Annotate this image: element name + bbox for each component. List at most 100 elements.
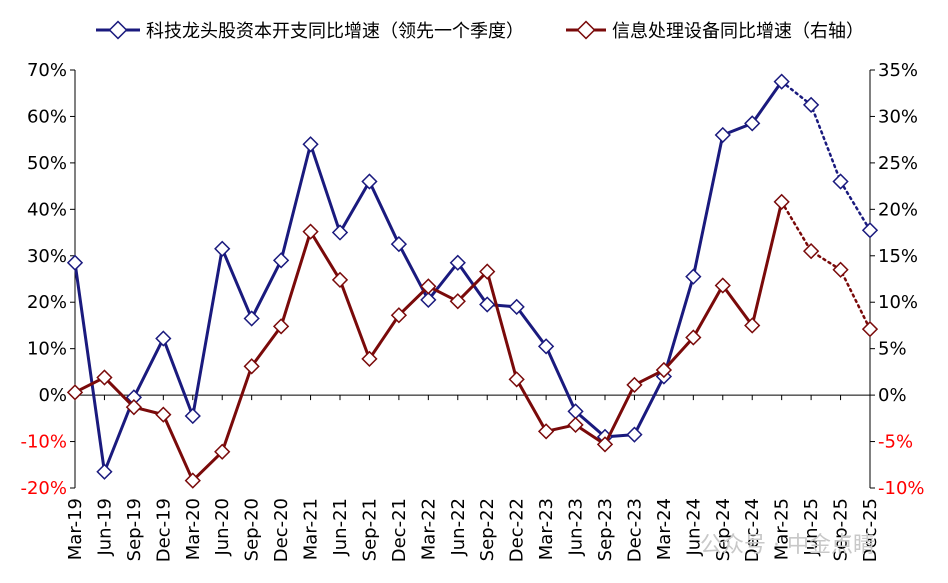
data-point-marker	[184, 472, 201, 489]
data-point-marker	[832, 261, 849, 278]
data-point-marker	[479, 296, 496, 313]
x-tick-label: Dec-25	[860, 498, 881, 562]
data-point-marker	[214, 240, 231, 257]
legend: 科技龙头股资本开支同比增速（领先一个季度） 信息处理设备同比增速（右轴）	[96, 20, 864, 42]
y-left-tick-label: 60%	[27, 106, 67, 127]
y-right-tick-label: 20%	[878, 199, 918, 220]
y-left-tick-label: -10%	[20, 432, 67, 453]
data-point-marker	[714, 277, 731, 294]
data-point-marker	[243, 358, 260, 375]
y-right-tick-label: 35%	[878, 60, 918, 81]
y-right-tick-label: 0%	[878, 385, 907, 406]
y-left-tick-label: 70%	[27, 60, 67, 81]
y-right-tick-label: 30%	[878, 106, 918, 127]
data-point-marker	[714, 126, 731, 144]
x-tick-label: Mar-19	[65, 498, 86, 560]
x-tick-label: Jun-21	[330, 498, 351, 557]
data-point-marker	[744, 115, 761, 132]
data-point-marker	[567, 403, 584, 420]
axes: 70% 60% 50% 40% 30% 20% 10% 0% -10% -20% 35% 30% 25%…	[20, 60, 924, 562]
legend-item-equipment: 信息处理设备同比增速（右轴）	[566, 20, 864, 42]
data-point-marker	[184, 407, 201, 425]
data-point-marker	[361, 173, 378, 190]
data-point-marker	[361, 350, 378, 368]
series-layer	[66, 73, 879, 489]
data-point-marker	[331, 224, 349, 241]
data-point-marker	[744, 317, 761, 334]
data-point-marker	[125, 399, 143, 416]
x-tick-label: Sep-23	[595, 498, 616, 561]
data-point-marker	[155, 330, 172, 347]
y-right-tick-label: -5%	[878, 432, 913, 453]
y-right-tick-label: -10%	[878, 478, 925, 499]
x-tick-label: Mar-20	[183, 498, 204, 560]
x-tick-label: Dec-21	[389, 498, 410, 562]
x-tick-label: Sep-19	[124, 498, 145, 561]
x-tick-label: Mar-25	[772, 498, 793, 560]
x-tick-label: Jun-19	[94, 498, 115, 557]
data-point-marker	[390, 236, 408, 253]
series-line-0	[73, 80, 783, 474]
data-point-marker	[773, 193, 790, 211]
data-point-marker	[155, 406, 172, 423]
data-point-marker	[96, 369, 113, 386]
x-tick-label: Sep-25	[831, 498, 852, 561]
legend-label-equipment: 信息处理设备同比增速（右轴）	[612, 21, 864, 42]
x-tick-label: Jun-20	[212, 498, 233, 557]
x-tick-label: Sep-21	[359, 498, 380, 561]
x-tick-label: Jun-23	[566, 498, 587, 557]
y-right-tick-label: 10%	[878, 292, 918, 313]
data-point-marker	[626, 426, 643, 443]
data-point-marker	[66, 384, 84, 401]
y-left-tick-label: 10%	[27, 339, 67, 360]
data-point-marker	[420, 291, 437, 309]
data-point-marker	[626, 376, 643, 394]
data-point-marker	[802, 243, 820, 260]
data-point-marker	[420, 278, 437, 295]
data-point-marker	[537, 338, 555, 355]
y-left-tick-label: 0%	[38, 385, 67, 406]
x-tick-label: Sep-20	[242, 498, 263, 561]
x-tick-label: Jun-24	[683, 498, 704, 557]
data-point-marker	[861, 321, 879, 338]
x-tick-label: Mar-21	[301, 498, 322, 560]
y-left-tick-label: 20%	[27, 292, 67, 313]
data-point-marker	[449, 254, 466, 271]
data-point-marker	[508, 371, 525, 388]
y-right-tick-label: 15%	[878, 246, 918, 267]
x-tick-label: Mar-24	[654, 498, 675, 560]
data-point-marker	[802, 96, 820, 113]
series-forecast-line-0	[780, 80, 872, 232]
data-point-marker	[302, 223, 319, 240]
watermark: 公众号 · 中金点睛	[700, 533, 875, 558]
data-point-marker	[685, 329, 702, 346]
x-tick-label: Sep-22	[477, 498, 498, 561]
x-tick-label: Mar-22	[418, 498, 439, 560]
y-right-tick-label: 5%	[878, 339, 907, 360]
data-point-marker	[272, 252, 290, 269]
data-point-marker	[243, 310, 260, 327]
data-point-marker	[508, 298, 525, 315]
data-point-marker	[390, 307, 408, 324]
y-left-tick-label: 50%	[27, 153, 67, 174]
x-tick-label: Dec-22	[507, 498, 528, 562]
data-point-marker	[302, 136, 319, 153]
data-point-marker	[214, 443, 231, 460]
data-point-marker	[331, 271, 349, 289]
data-point-marker	[861, 222, 879, 239]
x-tick-label: Dec-23	[624, 498, 645, 562]
x-tick-label: Mar-23	[536, 498, 557, 560]
data-point-marker	[272, 318, 290, 335]
data-point-marker	[66, 254, 84, 271]
x-tick-label: Dec-19	[153, 498, 174, 562]
data-point-marker	[685, 268, 702, 285]
y-right-tick-label: 25%	[878, 153, 918, 174]
data-point-marker	[773, 73, 790, 90]
data-point-marker	[832, 173, 849, 190]
y-left-tick-label: 40%	[27, 199, 67, 220]
y-left-tick-label: 30%	[27, 246, 67, 267]
x-tick-label: Jun-22	[448, 498, 469, 557]
series-forecast-line-1	[780, 200, 872, 331]
data-point-marker	[537, 423, 555, 440]
